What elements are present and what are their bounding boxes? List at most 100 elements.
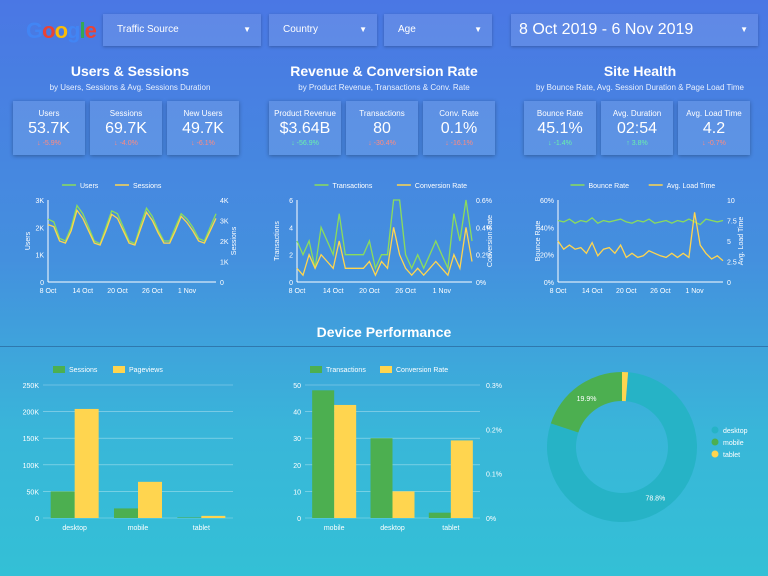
bar-transactions-desktop [370, 438, 393, 518]
y-left-tick-label: 30 [293, 436, 301, 443]
donut-slice-label: 78.8% [645, 495, 665, 502]
x-tick-label: 26 Oct [142, 288, 163, 295]
y-right-tick-label: 0.2% [486, 427, 502, 434]
google-logo: Google [26, 18, 97, 43]
chevron-down-icon: ▼ [740, 25, 748, 34]
kpi-card-avg-duration[interactable]: Avg. Duration 02:54 ↑ 3.8% [601, 101, 673, 155]
kpi-value: $3.64B [279, 120, 331, 137]
kpi-card-conv-rate[interactable]: Conv. Rate 0.1% ↓ -16.1% [423, 101, 495, 155]
age-label: Age [398, 24, 416, 35]
kpi-card-avg-load-time[interactable]: Avg. Load Time 4.2 ↓ -0.7% [678, 101, 750, 155]
kpi-card-new-users[interactable]: New Users 49.7K ↓ -6.1% [167, 101, 239, 155]
y-right-tick-label: 0.2% [476, 253, 492, 260]
y-left-tick-label: 0% [544, 280, 554, 287]
kpi-card-product-revenue[interactable]: Product Revenue $3.64B ↓ -56.9% [269, 101, 341, 155]
donut-slice-desktop [547, 372, 697, 522]
x-tick-label: desktop [380, 525, 405, 532]
donut-slice-label: 19.9% [577, 396, 597, 403]
legend-label: tablet [723, 452, 740, 459]
y-left-axis-label: Transactions [274, 221, 281, 261]
x-tick-label: mobile [128, 525, 149, 532]
series-line-bounce-rate [557, 216, 724, 226]
y-left-tick-label: 20% [540, 253, 554, 260]
donut-slice-tablet [622, 372, 629, 402]
kpi-change: ↑ 3.8% [626, 140, 648, 147]
legend-swatch [113, 366, 125, 373]
kpi-value: 4.2 [702, 120, 726, 137]
device-share-donut-chart[interactable]: 78.8% 19.9% desktop mobile tablet [540, 360, 768, 540]
y-left-axis-label: Bounce Rate [535, 221, 542, 262]
legend-label: Sessions [69, 367, 98, 374]
x-tick-label: 14 Oct [582, 288, 603, 295]
users-sessions-chart[interactable]: Users Sessions 0 1K 2K 3K 0 1K 2K 3K 4K 8 Oct 14 Oct… [8, 175, 248, 300]
y-left-tick-label: 4 [289, 225, 293, 232]
legend-label: Pageviews [129, 367, 163, 374]
kpi-label: Users [38, 109, 60, 118]
x-tick-label: tablet [193, 525, 210, 532]
bar-sessions-tablet [177, 517, 202, 518]
kpi-value: 69.7K [105, 120, 147, 137]
site-health-subtitle: by Bounce Rate, Avg. Session Duration & … [536, 83, 744, 92]
x-tick-label: 20 Oct [107, 288, 128, 295]
series-line-avg-load-time [557, 212, 724, 262]
device-sessions-pageviews-chart[interactable]: Sessions Pageviews 0 50K 100K 150K 200K 250K des… [8, 360, 240, 540]
kpi-label: Avg. Load Time [686, 109, 742, 118]
series-line-transactions [296, 199, 473, 271]
x-tick-label: 8 Oct [550, 288, 567, 295]
y-tick-label: 200K [23, 410, 40, 417]
legend-label: Conversion Rate [415, 183, 467, 190]
bar-sessions-mobile [114, 508, 138, 518]
legend-label: Avg. Load Time [667, 183, 716, 190]
y-right-axis-label: Avg. Load Time [738, 217, 745, 266]
kpi-value: 45.1% [537, 120, 583, 137]
site-health-title: Site Health [603, 63, 677, 79]
y-tick-label: 50K [27, 489, 40, 496]
x-tick-label: 1 Nov [433, 288, 452, 295]
y-right-tick-label: 4K [220, 198, 229, 205]
donut-slice-mobile [550, 372, 622, 433]
y-right-tick-label: 3K [220, 219, 229, 226]
y-right-tick-label: 1K [220, 260, 229, 267]
kpi-value: 53.7K [28, 120, 70, 137]
age-filter[interactable]: Age ▼ [384, 14, 492, 46]
y-left-tick-label: 40 [293, 410, 301, 417]
y-left-axis-label: Users [25, 231, 32, 250]
kpi-card-users[interactable]: Users 53.7K ↓ -5.9% [13, 101, 85, 155]
traffic-source-filter[interactable]: Traffic Source ▼ [103, 14, 261, 46]
device-transactions-conversion-chart[interactable]: Transactions Conversion Rate 0 10 20 30 40 50 0%… [280, 360, 510, 540]
transactions-conversion-chart[interactable]: Transactions Conversion Rate 0 2 4 6 0% 0.2% 0.4… [262, 175, 512, 300]
country-label: Country [283, 24, 319, 35]
legend-label: Conversion Rate [396, 367, 448, 374]
kpi-card-bounce-rate[interactable]: Bounce Rate 45.1% ↓ -1.4% [524, 101, 596, 155]
kpi-label: Product Revenue [274, 109, 336, 118]
kpi-change: ↓ -30.4% [368, 140, 396, 147]
kpi-change: ↓ -6.1% [191, 140, 215, 147]
kpi-card-transactions[interactable]: Transactions 80 ↓ -30.4% [346, 101, 418, 155]
device-performance-title: Device Performance [316, 324, 452, 340]
y-right-axis-label: Conversion Rate [487, 215, 494, 267]
kpi-value: 0.1% [440, 120, 478, 137]
kpi-card-sessions[interactable]: Sessions 69.7K ↓ -4.0% [90, 101, 162, 155]
y-tick-label: 250K [23, 383, 40, 390]
kpi-label: Conv. Rate [439, 109, 479, 118]
kpi-change: ↓ -5.9% [37, 140, 61, 147]
y-right-tick-label: 10 [727, 198, 735, 205]
y-right-tick-label: 0.3% [486, 383, 502, 390]
bar-sessions-desktop [50, 491, 75, 518]
y-right-tick-label: 0% [476, 280, 486, 287]
country-filter[interactable]: Country ▼ [269, 14, 377, 46]
kpi-change: ↓ -0.7% [702, 140, 726, 147]
y-left-tick-label: 0 [40, 280, 44, 287]
y-right-tick-label: 0.6% [476, 198, 492, 205]
bar-conversion-rate-desktop [392, 491, 415, 518]
legend-swatch [711, 450, 719, 458]
x-tick-label: 1 Nov [685, 288, 704, 295]
series-line-conversion-rate [296, 227, 473, 277]
y-left-tick-label: 3K [35, 198, 44, 205]
bounce-load-chart[interactable]: Bounce Rate Avg. Load Time 0% 20% 40% 60% 0 2.5… [518, 175, 763, 300]
y-right-tick-label: 2.5 [727, 260, 737, 267]
legend-label: Transactions [326, 367, 366, 374]
y-right-tick-label: 0.1% [486, 472, 502, 479]
x-tick-label: 8 Oct [40, 288, 57, 295]
date-range-picker[interactable]: 8 Oct 2019 - 6 Nov 2019 ▼ [511, 14, 758, 46]
